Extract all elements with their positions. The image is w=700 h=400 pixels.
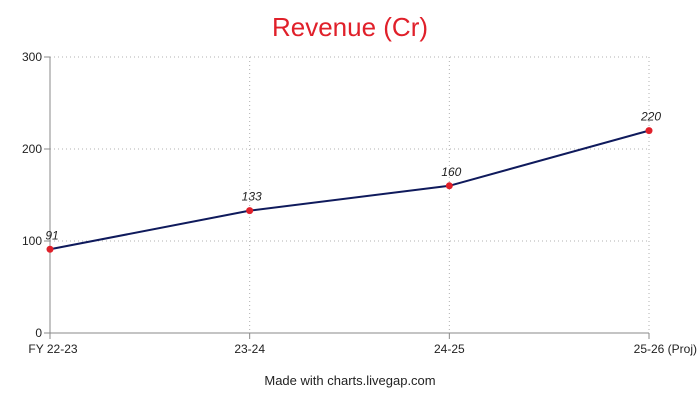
y-tick-label: 200 bbox=[22, 142, 42, 156]
data-point bbox=[46, 245, 54, 253]
x-tick-label: FY 22-23 bbox=[28, 342, 77, 356]
data-label: 133 bbox=[242, 190, 262, 204]
series-line bbox=[49, 129, 650, 251]
data-label: 91 bbox=[45, 228, 58, 242]
x-tick-label: 24-25 bbox=[434, 342, 465, 356]
y-tick-label: 0 bbox=[35, 326, 42, 340]
data-label: 160 bbox=[441, 165, 461, 179]
x-tick-label: 23-24 bbox=[234, 342, 265, 356]
data-point bbox=[645, 127, 653, 135]
chart-title: Revenue (Cr) bbox=[271, 12, 429, 42]
data-point bbox=[246, 207, 254, 215]
x-tick-label: 25-26 (Proj) bbox=[634, 342, 697, 356]
footer-credit: Made with charts.livegap.com bbox=[264, 373, 436, 388]
data-point bbox=[445, 182, 453, 190]
y-tick-label: 100 bbox=[22, 234, 42, 248]
y-tick-label: 300 bbox=[22, 50, 42, 64]
data-label: 220 bbox=[640, 110, 661, 124]
